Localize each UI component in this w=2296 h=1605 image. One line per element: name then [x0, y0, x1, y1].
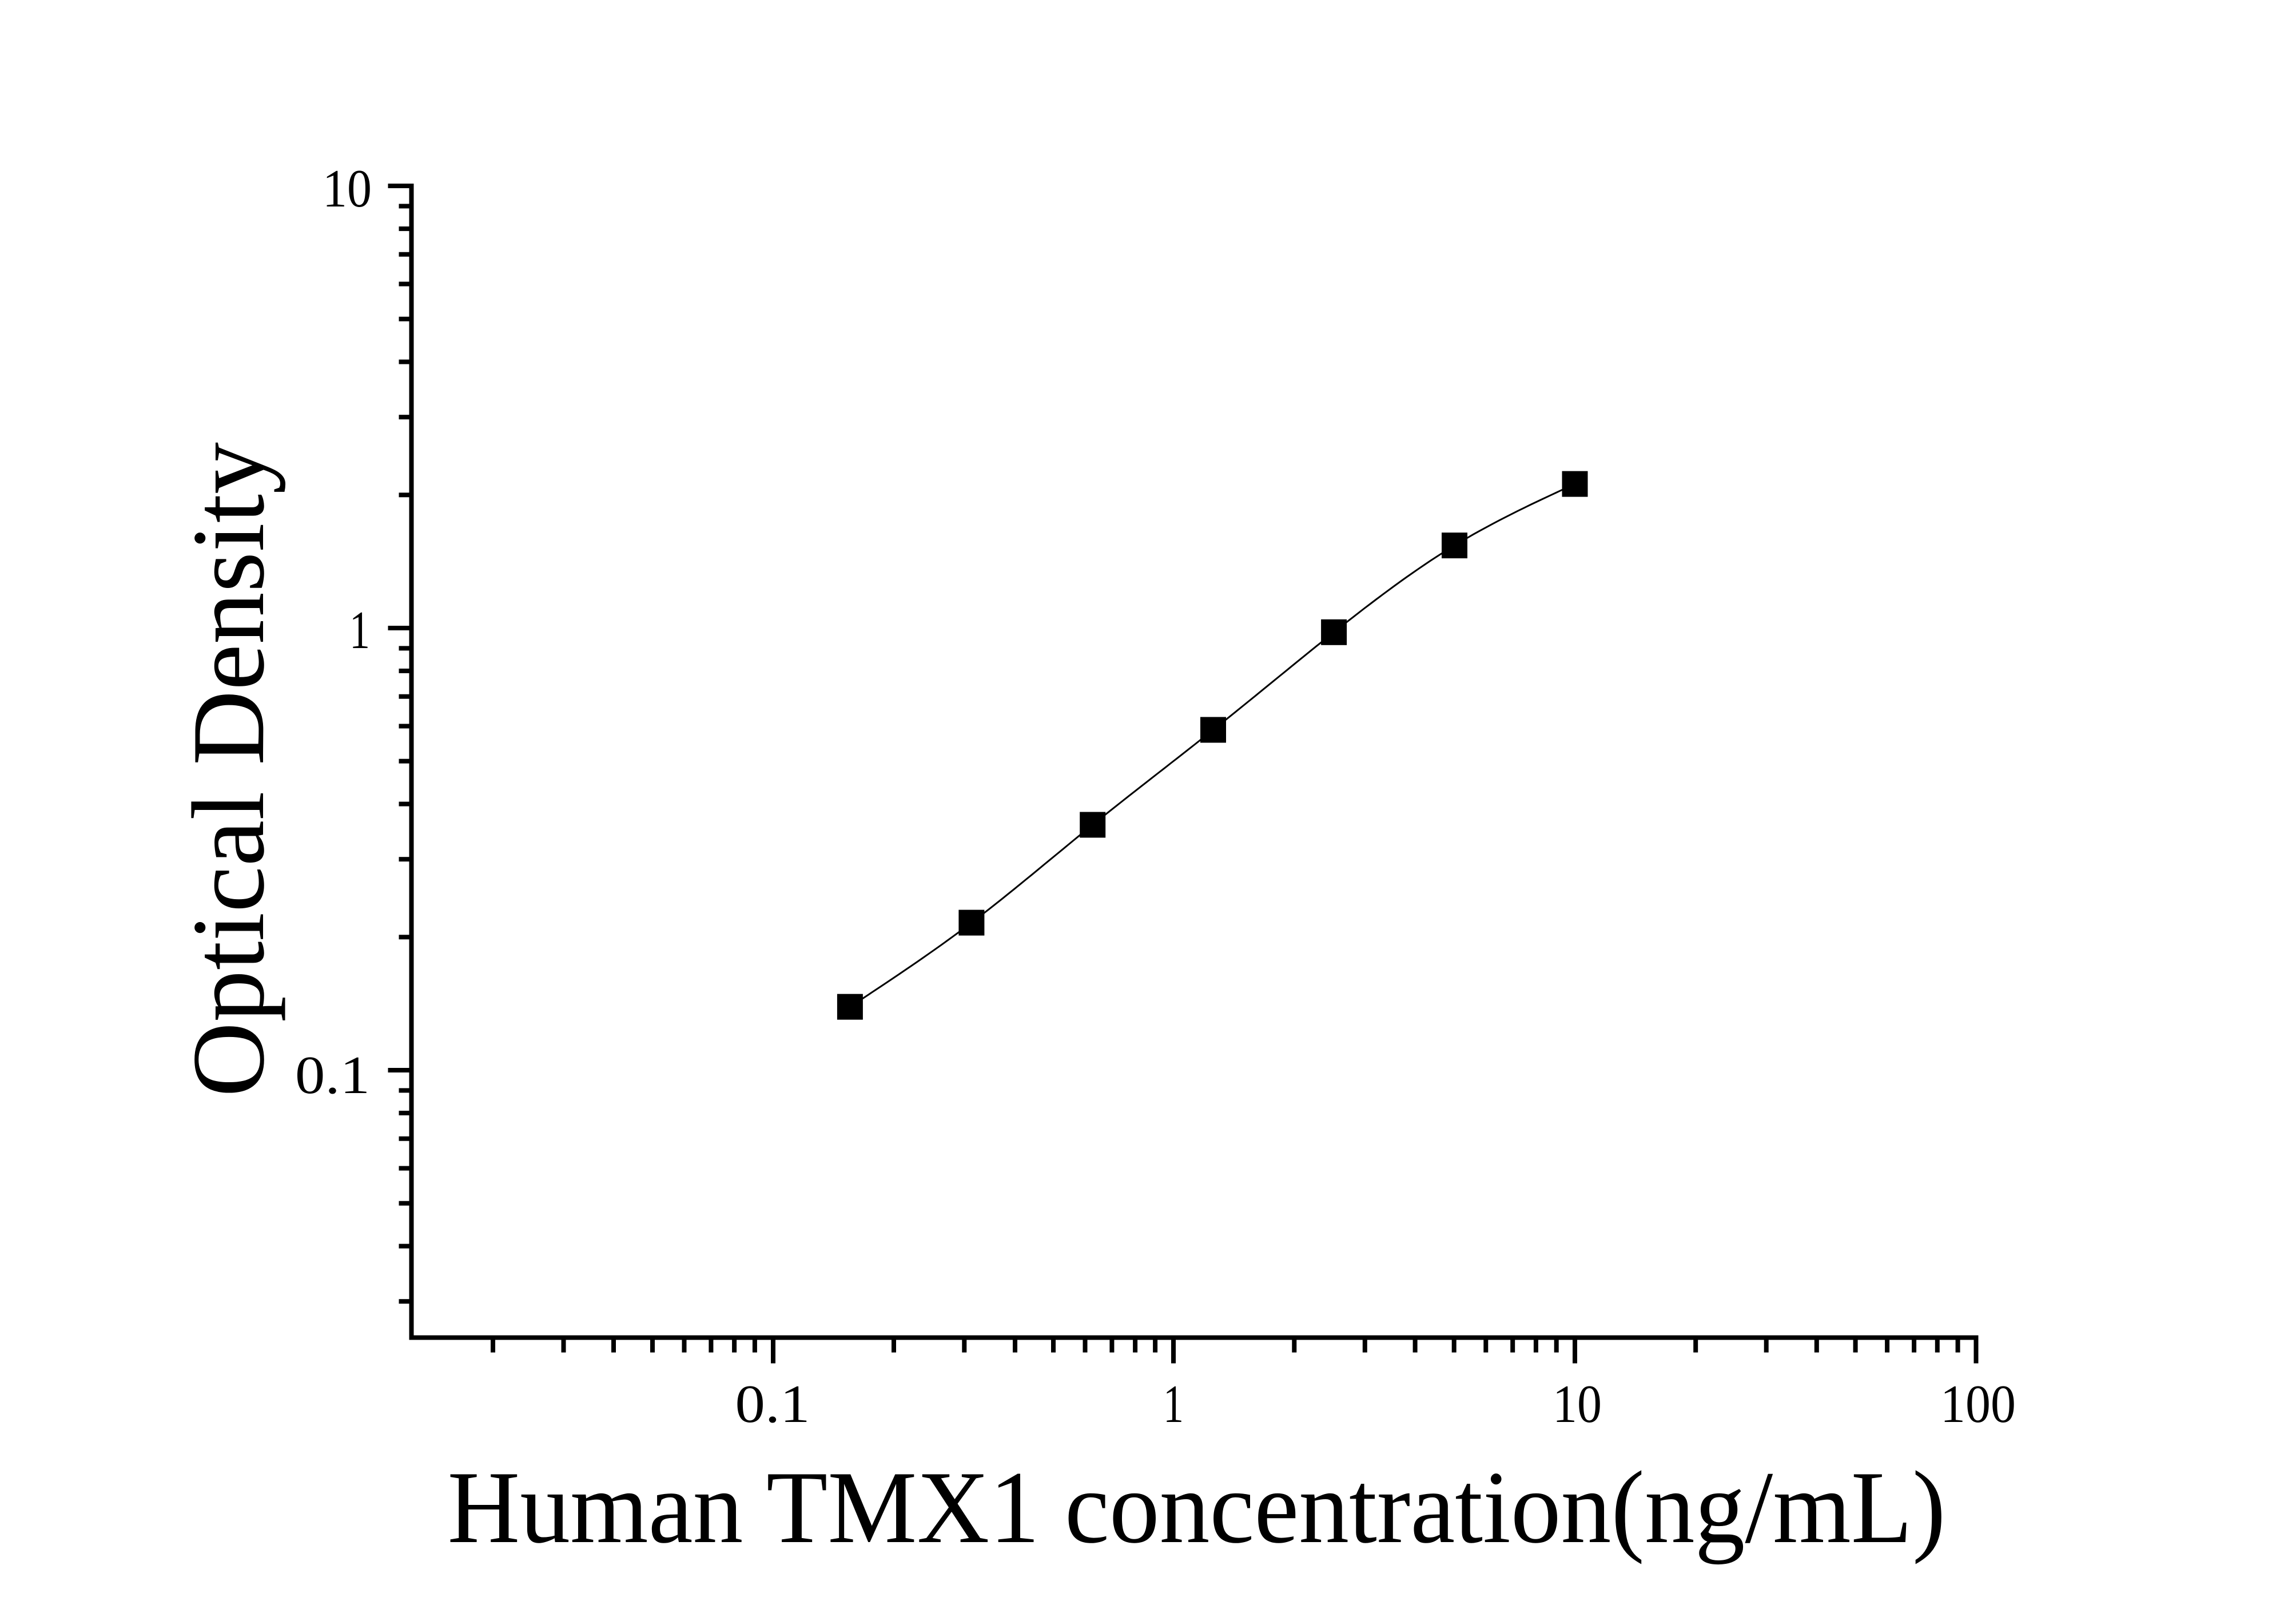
svg-text:0.1: 0.1 — [735, 1374, 810, 1434]
svg-text:1: 1 — [349, 601, 370, 660]
svg-text:100: 100 — [1940, 1374, 2016, 1434]
svg-text:10: 10 — [323, 159, 372, 218]
svg-text:Human TMX1 concentration(ng/mL: Human TMX1 concentration(ng/mL) — [448, 1451, 1946, 1565]
svg-text:Optical Density: Optical Density — [172, 442, 286, 1097]
svg-text:1: 1 — [1163, 1374, 1184, 1434]
svg-text:10: 10 — [1553, 1374, 1602, 1434]
svg-text:0.1: 0.1 — [295, 1046, 370, 1105]
